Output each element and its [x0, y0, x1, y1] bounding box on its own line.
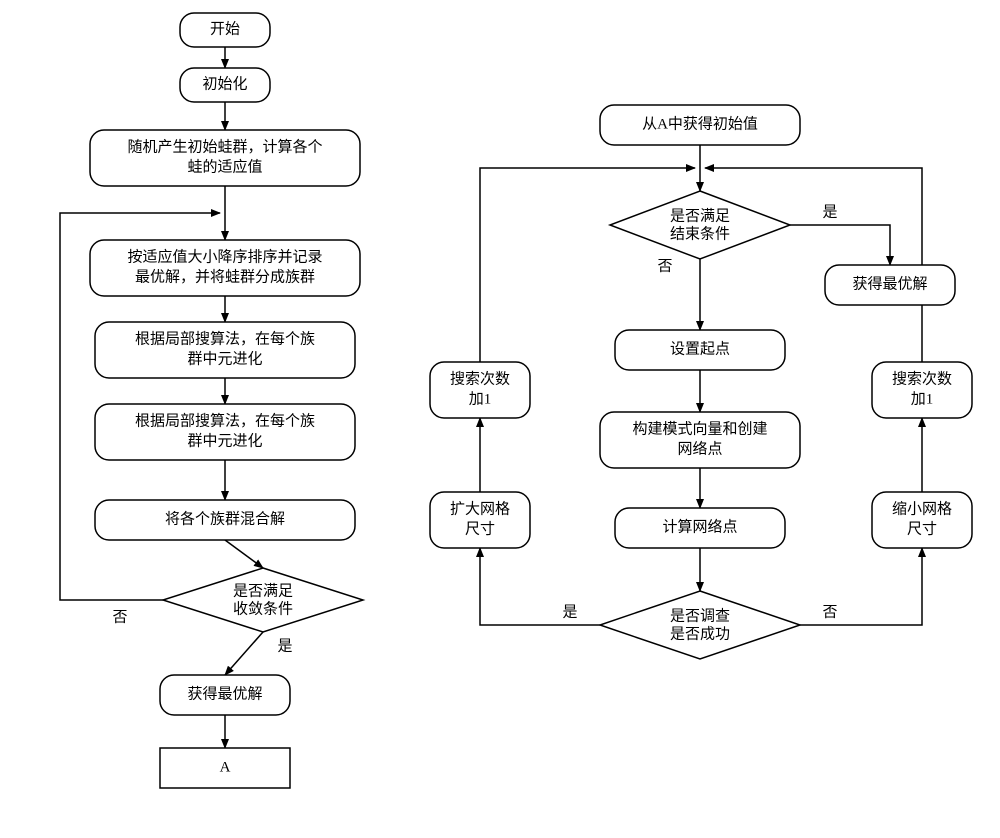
svg-text:开始: 开始 [210, 20, 240, 37]
svg-text:根据局部搜算法，在每个族: 根据局部搜算法，在每个族 [135, 329, 315, 347]
svg-text:搜索次数: 搜索次数 [450, 370, 510, 387]
label-no-end: 否 [657, 258, 672, 274]
svg-text:缩小网格: 缩小网格 [892, 500, 952, 517]
label-no-left: 否 [112, 609, 127, 625]
edge-decEnd-yes [790, 225, 890, 265]
svg-text:从A中获得初始值: 从A中获得初始值 [642, 115, 758, 132]
svg-text:构建模式向量和创建: 构建模式向量和创建 [632, 420, 767, 437]
svg-text:扩大网格: 扩大网格 [450, 500, 510, 517]
svg-text:最优解，并将蛙群分成族群: 最优解，并将蛙群分成族群 [135, 268, 315, 285]
svg-text:初始化: 初始化 [202, 75, 247, 92]
svg-text:设置起点: 设置起点 [670, 340, 730, 357]
svg-text:尺寸: 尺寸 [465, 520, 495, 537]
svg-text:随机产生初始蛙群，计算各个: 随机产生初始蛙群，计算各个 [127, 137, 322, 155]
svg-text:计算网络点: 计算网络点 [662, 517, 737, 535]
node-best-left: 获得最优解 [160, 675, 290, 715]
node-local2: 根据局部搜算法，在每个族群中元进化 [95, 404, 355, 460]
node-expand: 扩大网格尺寸 [430, 492, 530, 548]
edge-dec-best [225, 632, 263, 675]
svg-text:蛙的适应值: 蛙的适应值 [187, 157, 262, 175]
label-yes-succ: 是 [562, 604, 577, 620]
svg-text:网络点: 网络点 [677, 440, 722, 457]
svg-text:搜索次数: 搜索次数 [892, 370, 952, 387]
node-A: A [160, 748, 290, 788]
svg-text:加1: 加1 [469, 390, 492, 407]
svg-text:是否满足: 是否满足 [233, 582, 293, 599]
node-random-generate: 随机产生初始蛙群，计算各个蛙的适应值 [90, 130, 360, 186]
node-build: 构建模式向量和创建网络点 [600, 412, 800, 468]
svg-text:A: A [220, 759, 231, 775]
node-decision-converge: 是否满足收敛条件 [163, 568, 363, 632]
node-start: 开始 [180, 13, 270, 47]
svg-text:群中元进化: 群中元进化 [187, 432, 262, 449]
svg-text:获得最优解: 获得最优解 [852, 275, 927, 292]
label-no-succ: 否 [822, 604, 837, 620]
svg-text:按适应值大小降序排序并记录: 按适应值大小降序排序并记录 [127, 247, 322, 265]
svg-text:结束条件: 结束条件 [670, 225, 730, 242]
node-decision-success: 是否调查是否成功 [600, 591, 800, 659]
svg-text:获得最优解: 获得最优解 [187, 685, 262, 702]
node-calc: 计算网络点 [615, 508, 785, 548]
label-yes-end: 是 [822, 204, 837, 220]
node-set-start: 设置起点 [615, 330, 785, 370]
svg-text:群中元进化: 群中元进化 [187, 350, 262, 367]
svg-text:是否满足: 是否满足 [670, 207, 730, 224]
svg-text:是否成功: 是否成功 [670, 625, 730, 642]
edge-decSucc-no [800, 548, 922, 625]
node-count-right: 搜索次数加1 [872, 362, 972, 418]
svg-text:收敛条件: 收敛条件 [233, 600, 293, 617]
svg-text:是否调查: 是否调查 [670, 607, 730, 624]
node-shrink: 缩小网格尺寸 [872, 492, 972, 548]
node-count-left: 搜索次数加1 [430, 362, 530, 418]
node-decision-end: 是否满足结束条件 [610, 191, 790, 259]
flowchart-canvas: 是否是否是否 开始初始化随机产生初始蛙群，计算各个蛙的适应值按适应值大小降序排序… [0, 0, 1000, 838]
svg-text:加1: 加1 [911, 390, 934, 407]
node-init: 初始化 [180, 68, 270, 102]
label-yes-left: 是 [277, 638, 292, 654]
svg-text:将各个族群混合解: 将各个族群混合解 [165, 510, 285, 527]
node-sort: 按适应值大小降序排序并记录最优解，并将蛙群分成族群 [90, 240, 360, 296]
node-local1: 根据局部搜算法，在每个族群中元进化 [95, 322, 355, 378]
edge-decSucc-yes [480, 548, 600, 625]
node-mix: 将各个族群混合解 [95, 500, 355, 540]
node-init-from-A: 从A中获得初始值 [600, 105, 800, 145]
svg-text:根据局部搜算法，在每个族: 根据局部搜算法，在每个族 [135, 411, 315, 429]
svg-text:尺寸: 尺寸 [907, 520, 937, 537]
edge-mix-dec [225, 540, 263, 568]
node-best-right: 获得最优解 [825, 265, 955, 305]
